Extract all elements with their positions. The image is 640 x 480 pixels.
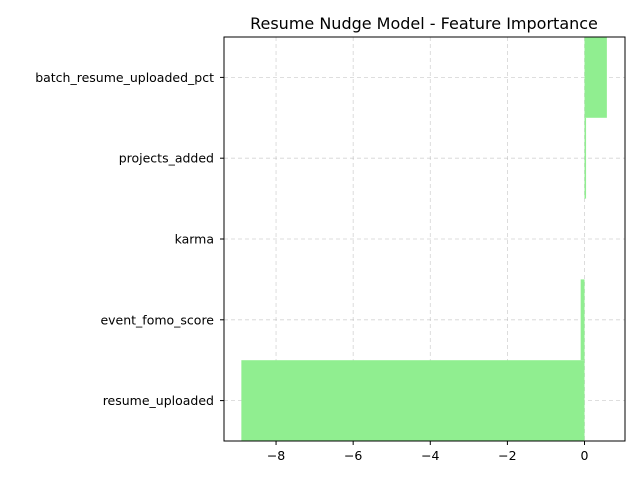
bar-batch-resume-uploaded-pct — [584, 37, 607, 118]
y-tick-label: batch_resume_uploaded_pct — [35, 70, 214, 85]
x-tick-label: −2 — [498, 448, 516, 463]
y-tick-label: event_fomo_score — [100, 312, 214, 327]
x-tick-label: −6 — [344, 448, 362, 463]
y-tick-label: projects_added — [119, 151, 214, 166]
x-tick-label: −8 — [267, 448, 285, 463]
x-tick-label: 0 — [581, 448, 589, 463]
bar-event-fomo-score — [580, 279, 585, 361]
x-axis-ticks: −8 −6 −4 −2 0 — [267, 441, 589, 463]
y-tick-label: karma — [175, 232, 214, 247]
bar-projects-added — [584, 117, 587, 199]
y-axis-ticks: resume_uploaded event_fomo_score karma proj… — [35, 70, 224, 408]
bar-resume-uploaded — [241, 360, 585, 441]
x-tick-label: −4 — [421, 448, 439, 463]
y-tick-label: resume_uploaded — [103, 393, 214, 408]
chart-title: Resume Nudge Model - Feature Importance — [250, 14, 598, 33]
bars — [241, 37, 607, 441]
